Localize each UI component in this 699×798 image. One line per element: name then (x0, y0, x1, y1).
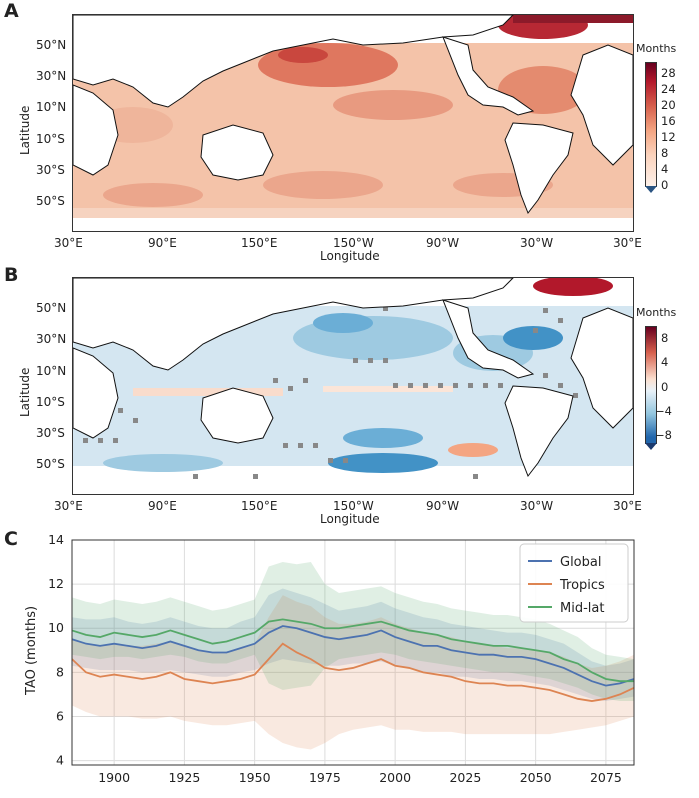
x-tick-label: 1925 (168, 770, 200, 785)
colorbar-tick: 24 (661, 82, 676, 96)
lat-tick: 10°S (36, 395, 65, 409)
lat-tick: 30°N (36, 332, 67, 346)
y-tick-label: 6 (56, 708, 64, 723)
lon-tick: 90°W (426, 499, 460, 513)
midlat-series-line (71, 618, 634, 683)
colorbar-tick: 28 (661, 66, 676, 80)
colorbar-tick: 0 (661, 380, 669, 394)
lon-tick: 150°E (241, 499, 278, 513)
legend-box (519, 543, 629, 623)
lon-tick: 150°W (333, 236, 374, 250)
lat-tick: 50°S (36, 457, 65, 471)
y-tick-label: 12 (48, 576, 64, 591)
y-tick-label: 14 (48, 532, 64, 547)
colorbar-tick: 0 (661, 178, 669, 192)
lon-tick: 150°E (241, 236, 278, 250)
lon-tick: 30°W (520, 236, 554, 250)
x-tick-label: 1975 (309, 770, 341, 785)
lon-tick: 90°E (148, 236, 177, 250)
lat-tick: 10°N (36, 100, 67, 114)
lat-tick: 50°S (36, 194, 65, 208)
y-tick-label: 8 (56, 664, 64, 679)
global-uncertainty-band (72, 588, 634, 702)
panel-a-colorbar (645, 62, 657, 187)
panel-b-map-graphic (73, 278, 633, 479)
lon-tick: 30°W (520, 499, 554, 513)
lat-tick: 10°N (36, 364, 67, 378)
x-tick-label: 2050 (520, 770, 552, 785)
x-tick-label: 1950 (239, 770, 271, 785)
colorbar-tick: 4 (661, 162, 669, 176)
x-tick-label: 2025 (449, 770, 481, 785)
lat-tick: 50°N (36, 301, 67, 315)
lon-tick: 150°W (333, 499, 374, 513)
panel-b-ylabel: Latitude (18, 367, 32, 417)
lat-tick: 30°S (36, 426, 65, 440)
panel-a-ylabel: Latitude (18, 105, 32, 155)
midlat-uncertainty-band (72, 562, 634, 702)
lon-tick: 30°E (54, 236, 83, 250)
panel-c-chart: 1900 1925 1950 1975 2000 2025 2050 2075 4 6 8 10 12 1… (48, 532, 635, 785)
legend-label-tropics: Tropics (559, 578, 605, 593)
panel-a-map-graphic (73, 15, 633, 231)
tropics-uncertainty-band (72, 595, 634, 750)
colorbar-tick: 4 (661, 355, 669, 369)
panel-a-letter: A (4, 0, 19, 22)
panel-b-colorbar-extend (645, 443, 657, 450)
lon-tick: 30°E (613, 499, 642, 513)
legend-label-global: Global (560, 555, 601, 570)
tropics-series-line (71, 642, 635, 702)
x-tick-label: 2000 (379, 770, 411, 785)
colorbar-tick: −8 (655, 428, 672, 442)
lon-tick: 90°E (148, 499, 177, 513)
lat-tick: 10°S (36, 132, 65, 146)
lon-tick: 30°E (54, 499, 83, 513)
panel-a-colorbar-title: Months (636, 42, 677, 55)
y-tick-label: 10 (48, 620, 64, 635)
lat-tick: 30°S (36, 163, 65, 177)
panel-a-map (72, 14, 634, 232)
panel-b-map (72, 277, 634, 495)
y-tick-label: 4 (56, 753, 64, 768)
x-tick-label: 1900 (98, 770, 130, 785)
lon-tick: 90°W (426, 236, 460, 250)
lon-tick: 30°E (613, 236, 642, 250)
panel-a-colorbar-extend (645, 186, 657, 193)
colorbar-tick: 8 (661, 331, 669, 345)
panel-a-xlabel: Longitude (320, 249, 380, 263)
colorbar-tick: 16 (661, 114, 676, 128)
panel-c-letter: C (4, 528, 18, 550)
colorbar-tick: −4 (655, 404, 672, 418)
lat-tick: 50°N (36, 38, 67, 52)
panel-b-letter: B (4, 264, 19, 286)
x-tick-label: 2075 (590, 770, 622, 785)
lat-tick: 30°N (36, 69, 67, 83)
colorbar-tick: 12 (661, 130, 676, 144)
panel-b-colorbar-title: Months (636, 306, 677, 319)
panel-b-xlabel: Longitude (320, 512, 380, 526)
colorbar-tick: 8 (661, 146, 669, 160)
plot-frame (71, 539, 635, 766)
colorbar-tick: 20 (661, 98, 676, 112)
global-series-line (71, 625, 635, 687)
panel-b-colorbar (645, 326, 657, 444)
legend-label-midlat: Mid-lat (560, 601, 604, 616)
